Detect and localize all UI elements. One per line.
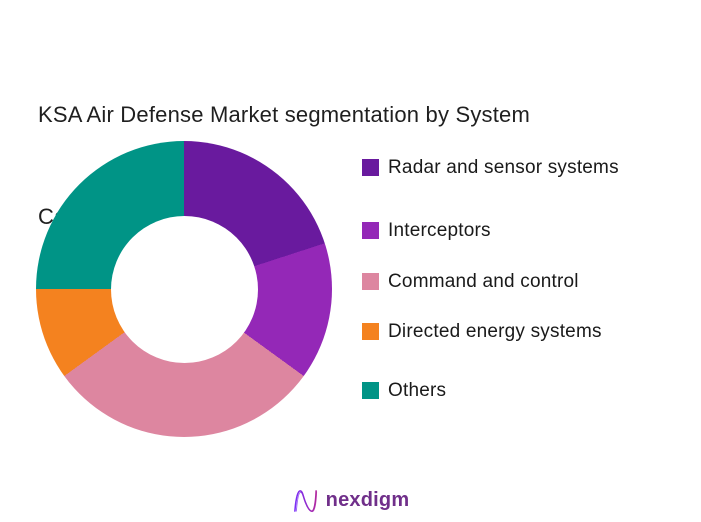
legend-swatch-radar-and-sensor-systems: [362, 159, 379, 176]
legend-label-radar-and-sensor-systems: Radar and sensor systems: [388, 156, 619, 178]
legend-item-interceptors: Interceptors: [362, 219, 491, 242]
legend-label-directed-energy-systems: Directed energy systems: [388, 320, 602, 342]
legend-label-others: Others: [388, 379, 447, 401]
donut-chart: [36, 141, 332, 437]
legend-item-others: Others: [362, 379, 446, 402]
brand-logo: nexdigm: [0, 484, 701, 516]
legend-label-interceptors: Interceptors: [388, 219, 491, 241]
legend-swatch-interceptors: [362, 222, 379, 239]
legend-swatch-command-and-control: [362, 273, 379, 290]
legend-item-radar-and-sensor-systems: Radar and sensor systems: [362, 156, 619, 179]
legend-swatch-directed-energy-systems: [362, 323, 379, 340]
legend-item-command-and-control: Command and control: [362, 270, 579, 293]
donut-hole: [110, 215, 258, 363]
nexdigm-logo-icon: [293, 489, 317, 512]
legend-swatch-others: [362, 382, 379, 399]
brand-name: nexdigm: [325, 488, 410, 511]
legend: Radar and sensor systems Interceptors Co…: [362, 0, 692, 430]
chart-title-line1: KSA Air Defense Market segmentation by S…: [38, 102, 531, 127]
legend-item-directed-energy-systems: Directed energy systems: [362, 320, 602, 343]
legend-label-command-and-control: Command and control: [388, 270, 579, 292]
